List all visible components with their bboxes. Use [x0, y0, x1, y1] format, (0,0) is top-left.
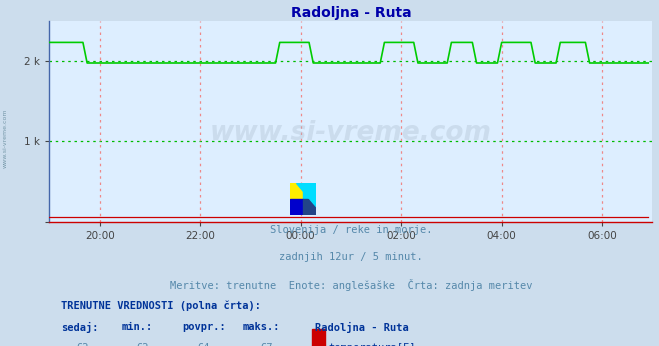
Text: 67: 67	[260, 343, 273, 346]
Text: temperatura[F]: temperatura[F]	[328, 343, 416, 346]
Bar	[303, 199, 316, 215]
Text: maks.:: maks.:	[243, 322, 280, 332]
Text: povpr.:: povpr.:	[182, 322, 226, 332]
Bar	[290, 199, 303, 215]
Text: 62: 62	[136, 343, 149, 346]
Text: Radoljna - Ruta: Radoljna - Ruta	[315, 322, 409, 333]
Bar	[303, 183, 316, 199]
Text: www.si-vreme.com: www.si-vreme.com	[3, 109, 8, 168]
Text: 62: 62	[76, 343, 89, 346]
Title: Radoljna - Ruta: Radoljna - Ruta	[291, 6, 411, 20]
Polygon shape	[290, 207, 297, 215]
Text: www.si-vreme.com: www.si-vreme.com	[210, 120, 492, 146]
Bar	[290, 183, 303, 199]
Text: Meritve: trenutne  Enote: anglešaške  Črta: zadnja meritev: Meritve: trenutne Enote: anglešaške Črta…	[169, 279, 532, 291]
Text: Slovenija / reke in morje.: Slovenija / reke in morje.	[270, 226, 432, 236]
Polygon shape	[297, 183, 316, 207]
Text: min.:: min.:	[122, 322, 153, 332]
Bar	[312, 329, 325, 346]
Text: 64: 64	[197, 343, 210, 346]
Text: zadnjih 12ur / 5 minut.: zadnjih 12ur / 5 minut.	[279, 252, 423, 262]
Text: TRENUTNE VREDNOSTI (polna črta):: TRENUTNE VREDNOSTI (polna črta):	[61, 300, 262, 311]
Text: sedaj:: sedaj:	[61, 322, 99, 333]
